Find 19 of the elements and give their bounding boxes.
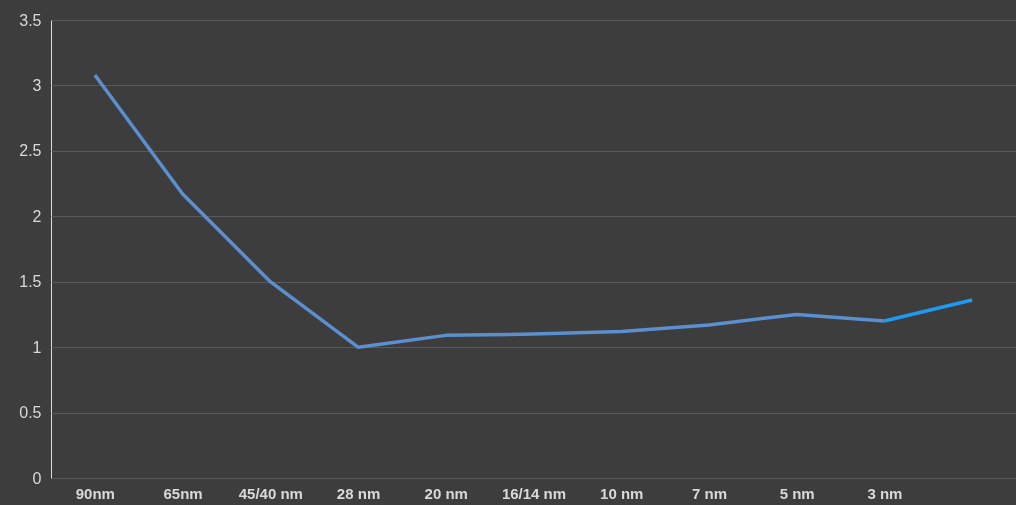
y-tick-label: 0 [32, 469, 42, 487]
x-tick-label: 7 nm [691, 484, 727, 502]
x-tick-label: 16/14 nm [501, 484, 567, 502]
x-tick-label: 5 nm [779, 484, 815, 502]
x-tick-label: 28 nm [336, 484, 381, 502]
x-tick-label: 3 nm [867, 484, 903, 502]
x-tick-label: 20 nm [424, 484, 468, 502]
y-tick-label: 3 [32, 76, 42, 94]
y-tick-label: 0.5 [19, 404, 42, 422]
y-tick-label: 1.5 [19, 273, 42, 291]
x-tick-label: 45/40 nm [238, 484, 303, 502]
y-tick-label: 2.5 [19, 142, 42, 160]
x-tick-label: 90nm [75, 484, 115, 502]
y-tick-label: 2 [32, 207, 42, 225]
x-tick-label: 65nm [163, 484, 203, 502]
line-series [93, 73, 887, 349]
x-tick-label: 10 nm [600, 484, 644, 502]
y-tick-label: 1 [32, 338, 42, 356]
y-tick-label: 3.5 [19, 11, 42, 29]
